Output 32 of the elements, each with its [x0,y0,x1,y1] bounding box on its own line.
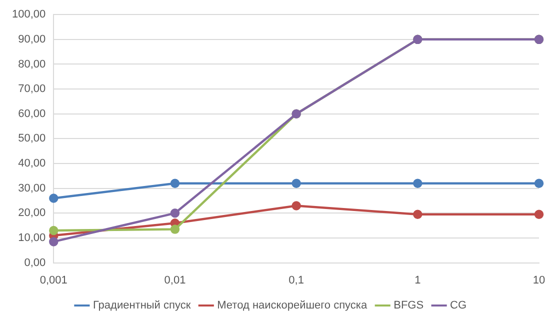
point [49,237,58,246]
y-tick-label: 70,00 [18,83,46,96]
legend-label: BFGS [394,300,424,312]
point [170,208,180,218]
point [170,224,180,234]
x-tick-label: 0,1 [288,274,304,286]
x-tick-label: 1 [414,274,421,286]
point [413,210,422,220]
point [534,210,544,220]
x-tick-label: 10 [532,274,546,286]
y-tick-label: 80,00 [18,58,46,70]
y-tick-label: 60,00 [18,108,46,120]
x-tick-label: 0,001 [40,274,68,286]
point [49,194,58,203]
point [534,178,544,188]
y-tick-label: 50,00 [18,132,46,145]
y-tick-label: 40,00 [18,158,46,170]
x-tick-label: 0,01 [164,274,186,286]
y-tick-label: 0,00 [24,256,46,269]
point [292,201,301,210]
y-tick-label: 90,00 [18,33,46,46]
y-tick-label: 100,00 [12,8,46,21]
point [170,178,180,188]
point [413,178,422,188]
y-tick-label: 30,00 [18,182,46,194]
y-tick-label: 10,00 [18,232,46,244]
point [292,178,301,188]
legend-label: Метод наискорейшего спуска [217,300,368,312]
point [49,226,58,236]
legend-label: CG [450,300,467,312]
y-tick-label: 20,00 [18,207,46,220]
legend-label: Градиентный спуск [92,300,191,312]
